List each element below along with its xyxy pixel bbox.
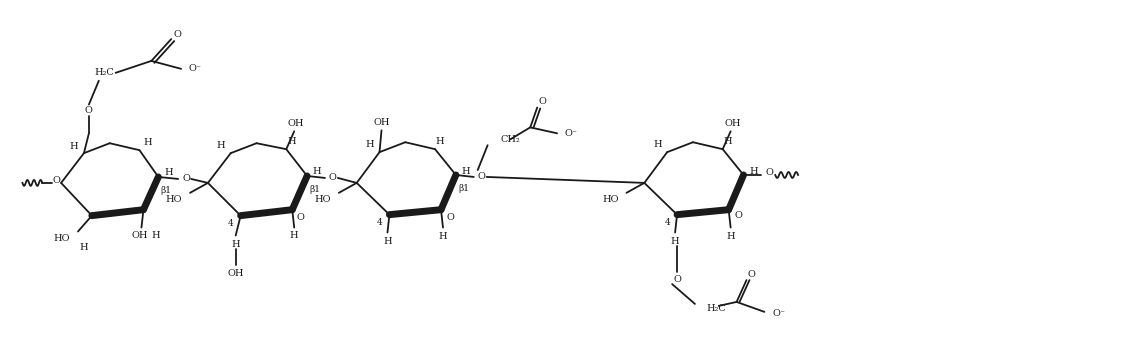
Text: O: O [447,213,455,222]
Text: H: H [290,231,299,240]
Text: H: H [70,142,78,151]
Text: H: H [80,243,88,252]
Text: O⁻: O⁻ [565,129,578,138]
Text: OH: OH [228,269,244,278]
Text: H: H [151,231,160,240]
Text: O: O [329,173,337,182]
Text: H: H [287,137,296,146]
Text: H: H [749,167,758,175]
Text: CH₂: CH₂ [501,135,520,144]
Text: 4: 4 [377,218,382,227]
Text: O: O [297,213,305,222]
Text: O⁻: O⁻ [773,309,785,318]
Text: 4: 4 [228,219,233,228]
Text: H: H [217,141,226,150]
Text: HO: HO [166,195,182,204]
Text: O: O [538,97,546,106]
Text: O: O [174,30,182,39]
Text: H: H [231,240,240,249]
Text: O: O [52,176,60,185]
Text: OH: OH [131,231,148,240]
Text: OH: OH [288,119,305,128]
Text: H: H [671,237,679,246]
Text: β1: β1 [309,185,320,194]
Text: H: H [164,169,173,177]
Text: H: H [653,140,661,149]
Text: HO: HO [602,195,618,204]
Text: O: O [478,172,486,182]
Text: H: H [461,167,470,175]
Text: O: O [734,211,742,220]
Text: H: H [435,137,444,146]
Text: H₂C: H₂C [707,304,726,313]
Text: H: H [365,140,373,149]
Text: β1: β1 [458,184,469,193]
Text: O: O [182,174,190,183]
Text: H: H [312,168,321,176]
Text: H: H [143,138,152,147]
Text: H: H [439,232,448,241]
Text: HO: HO [315,195,331,204]
Text: H: H [723,137,732,146]
Text: OH: OH [373,118,390,127]
Text: O⁻: O⁻ [188,64,201,73]
Text: H: H [726,232,735,241]
Text: OH: OH [724,119,741,128]
Text: β1: β1 [161,186,171,195]
Text: 4: 4 [664,218,670,227]
Text: O: O [673,275,681,284]
Text: H₂C: H₂C [94,68,114,77]
Text: O: O [748,269,756,279]
Text: H: H [384,237,391,246]
Text: O: O [766,169,774,177]
Text: HO: HO [53,234,70,243]
Text: O: O [85,106,92,115]
